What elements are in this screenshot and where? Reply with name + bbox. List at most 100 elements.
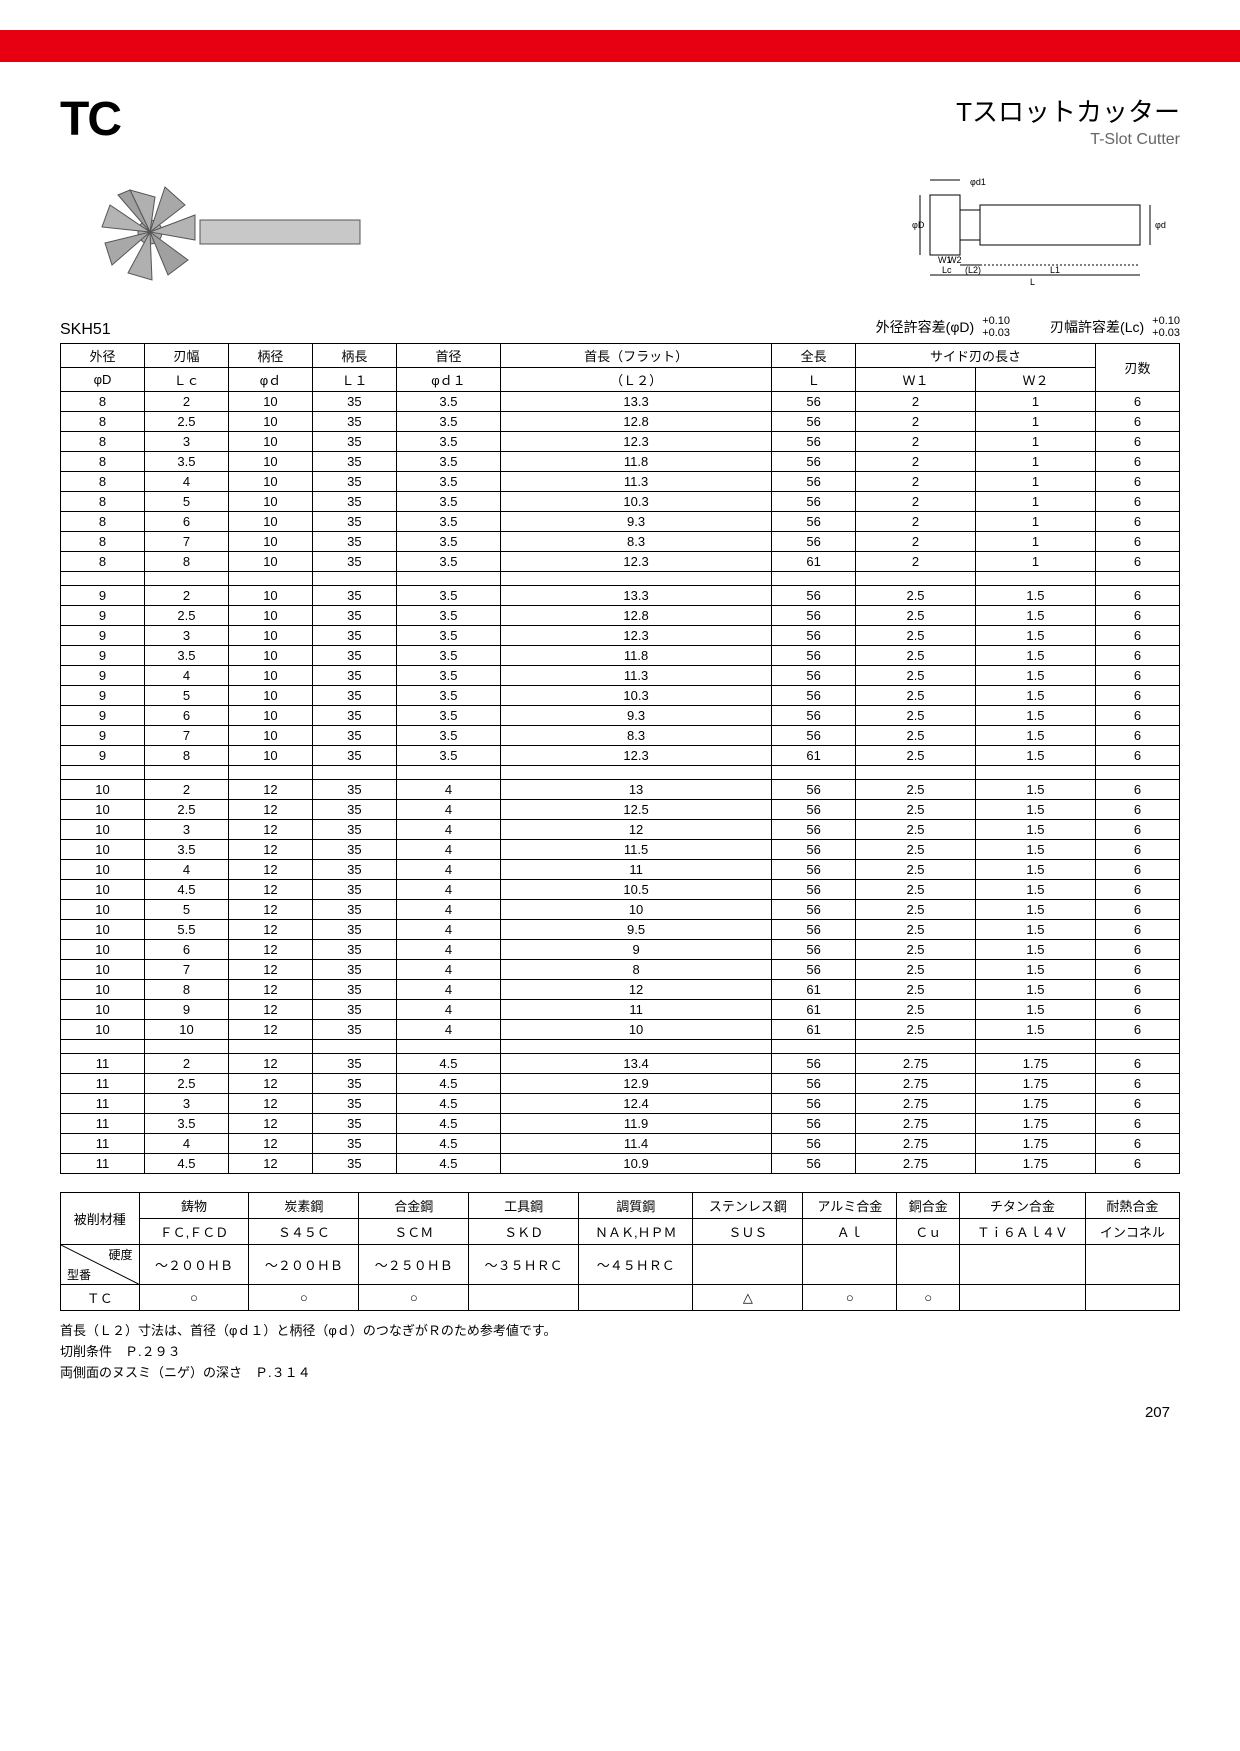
spec-cell: 3.5 [144,452,228,472]
spec-cell: 35 [312,1094,396,1114]
spec-cell: 10 [61,1000,145,1020]
mat-row-category: 被削材種 鋳物炭素鋼合金鋼工具鋼調質鋼ステンレス鋼アルミ合金銅合金チタン合金耐熱… [61,1193,1180,1219]
spec-cell: 35 [312,880,396,900]
spec-cell: 4 [396,980,500,1000]
spec-cell: 35 [312,746,396,766]
spec-cell: 8 [61,452,145,472]
spec-cell: 35 [312,820,396,840]
spec-cell: 1.75 [975,1134,1095,1154]
spec-cell: 12.3 [501,432,772,452]
spec-cell: 3.5 [396,472,500,492]
spec-cell: 6 [1095,412,1179,432]
spec-cell: 3 [144,432,228,452]
spec-row: 11212354.513.4562.751.756 [61,1054,1180,1074]
note-line: 両側面のヌスミ（ニゲ）の深さ Ｐ.３１４ [60,1363,1180,1384]
spec-col-header: 柄長 [312,344,396,368]
spec-cell: 1 [975,492,1095,512]
spec-cell: 6 [1095,1094,1179,1114]
spec-cell: 4 [396,880,500,900]
spec-cell: 9 [61,626,145,646]
spec-cell: 12 [228,1154,312,1174]
spec-cell: 35 [312,666,396,686]
spec-row: 83.510353.511.856216 [61,452,1180,472]
mat-cell [960,1245,1086,1285]
spec-cell: 10.5 [501,880,772,900]
spec-cell: 10 [61,800,145,820]
mat-cell: ～２００ＨＢ [139,1245,249,1285]
spec-cell: 35 [312,980,396,1000]
spec-cell: 56 [772,820,856,840]
mat-cell: アルミ合金 [803,1193,897,1219]
spec-cell: 12.4 [501,1094,772,1114]
spec-cell: 2.5 [856,666,976,686]
spec-cell: 11 [61,1134,145,1154]
spec-cell: 1.5 [975,1000,1095,1020]
spec-row: 9310353.512.3562.51.56 [61,626,1180,646]
spec-cell: 35 [312,586,396,606]
spec-cell: 10 [228,412,312,432]
mat-cell: ○ [897,1285,960,1311]
spec-cell: 35 [312,452,396,472]
svg-text:Lc: Lc [942,265,952,275]
spec-cell: 6 [144,940,228,960]
spec-cell: 10 [61,860,145,880]
spec-cell: 10 [501,1020,772,1040]
mat-cell [1085,1245,1179,1285]
spec-cell: 2.75 [856,1134,976,1154]
spec-cell: 13.3 [501,392,772,412]
title-english: T-Slot Cutter [956,131,1180,149]
spec-cell: 12 [228,900,312,920]
spec-cell: 3 [144,820,228,840]
spec-cell: 1.5 [975,880,1095,900]
spec-cell: 7 [144,960,228,980]
spec-cell: 1.5 [975,840,1095,860]
spec-cell: 10 [61,900,145,920]
spec-cell: 12.3 [501,552,772,572]
spec-cell: 6 [1095,552,1179,572]
spec-cell: 35 [312,940,396,960]
spec-cell: 3.5 [396,432,500,452]
spec-cell: 4 [396,940,500,960]
spec-cell: 2.5 [856,880,976,900]
spec-cell: 1.5 [975,800,1095,820]
spec-cell: 8 [144,552,228,572]
spec-cell: 9 [61,646,145,666]
tolerance-od: 外径許容差(φD) +0.10 +0.03 [876,315,1010,339]
spec-row: 10101235410612.51.56 [61,1020,1180,1040]
spec-row: 1091235411612.51.56 [61,1000,1180,1020]
spec-cell: 35 [312,626,396,646]
spec-cell: 12 [228,1134,312,1154]
spec-cell: 3.5 [396,606,500,626]
product-photo [60,165,380,295]
spec-cell: 10 [228,746,312,766]
spec-cell: 1 [975,552,1095,572]
spec-cell: 3.5 [144,840,228,860]
spec-cell: 2.5 [144,1074,228,1094]
spec-cell: 61 [772,1020,856,1040]
spec-row [61,572,1180,586]
spec-row: 8810353.512.361216 [61,552,1180,572]
spec-cell: 35 [312,432,396,452]
spec-row: 113.512354.511.9562.751.756 [61,1114,1180,1134]
spec-cell: 6 [1095,980,1179,1000]
spec-cell: 1.5 [975,606,1095,626]
spec-cell: 1.5 [975,920,1095,940]
spec-cell: 10 [228,472,312,492]
spec-cell: 4.5 [396,1094,500,1114]
spec-cell: 1.5 [975,780,1095,800]
spec-cell: 10.3 [501,686,772,706]
spec-cell: 35 [312,512,396,532]
svg-text:φD: φD [912,220,925,230]
spec-cell: 1.75 [975,1094,1095,1114]
spec-cell: 1.5 [975,626,1095,646]
mat-cell: インコネル [1085,1219,1179,1245]
spec-cell: 56 [772,412,856,432]
mat-row-code: ＦＣ,ＦＣＤＳ４５ＣＳＣＭＳＫＤＮＡＫ,ＨＰＭＳＵＳＡｌＣｕＴｉ６Ａｌ４Ｖインコ… [61,1219,1180,1245]
spec-cell: 4 [396,840,500,860]
spec-cell: 13.4 [501,1054,772,1074]
spec-cell: 10 [228,532,312,552]
mat-cell [1085,1285,1179,1311]
spec-cell: 35 [312,1154,396,1174]
spec-cell: 1.5 [975,1020,1095,1040]
spec-cell: 11.8 [501,646,772,666]
